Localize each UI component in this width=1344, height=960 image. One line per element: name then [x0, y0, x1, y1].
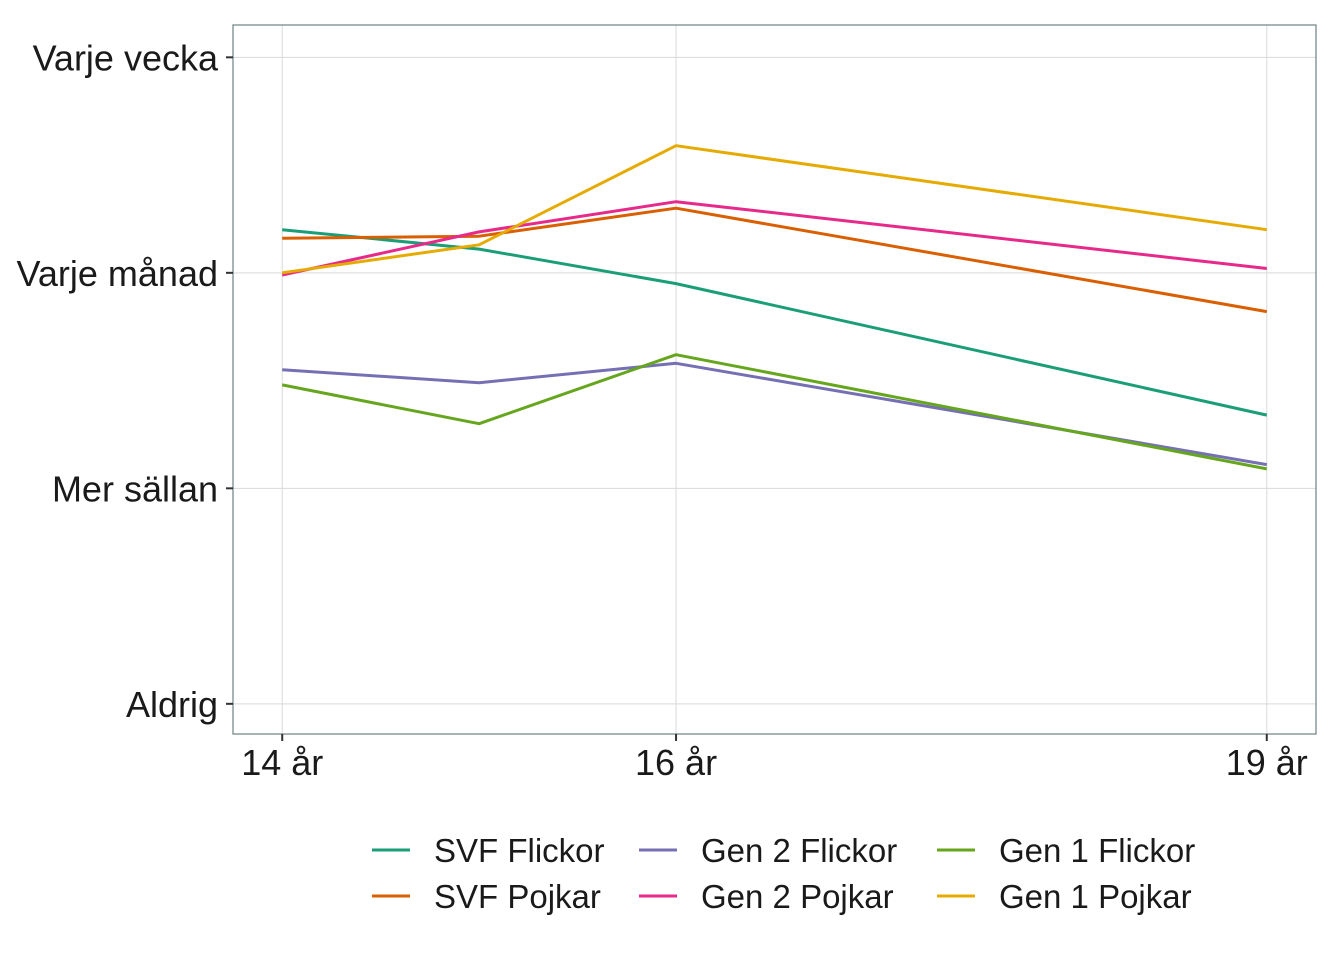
plot-border: [232, 24, 1317, 735]
series-lines: [281, 144, 1268, 471]
x-tick-label: 16 år: [635, 742, 717, 783]
x-tick-label: 14 år: [241, 742, 323, 783]
series-line-gen-2-pojkar: [281, 200, 1267, 277]
legend-label-gen-1-pojkar: Gen 1 Pojkar: [999, 878, 1192, 915]
series-line-svf-flickor: [282, 228, 1268, 417]
series-line-gen-2-flickor: [282, 361, 1268, 467]
y-tick-label: Varje vecka: [33, 37, 219, 78]
series-line-gen-1-flickor: [281, 353, 1268, 471]
y-tick-label: Varje månad: [17, 253, 218, 294]
legend-label-svf-pojkar: SVF Pojkar: [434, 878, 601, 915]
x-tick-label: 19 år: [1226, 742, 1308, 783]
grid: [233, 25, 1316, 734]
legend-label-gen-2-flickor: Gen 2 Flickor: [701, 832, 897, 869]
y-tick-label: Mer sällan: [52, 468, 218, 509]
series-line-svf-pojkar: [282, 206, 1268, 314]
y-tick-label: Aldrig: [126, 684, 218, 725]
legend: SVF Flickor SVF Pojkar Gen 2 Flickor Gen 2 …: [372, 832, 1195, 915]
series-line-gen-1-pojkar: [281, 144, 1268, 275]
legend-label-svf-flickor: SVF Flickor: [434, 832, 605, 869]
legend-label-gen-1-flickor: Gen 1 Flickor: [999, 832, 1195, 869]
axes: Aldrig Mer sällan Varje månad Varje vecka 14…: [17, 37, 1308, 783]
legend-label-gen-2-pojkar: Gen 2 Pojkar: [701, 878, 894, 915]
